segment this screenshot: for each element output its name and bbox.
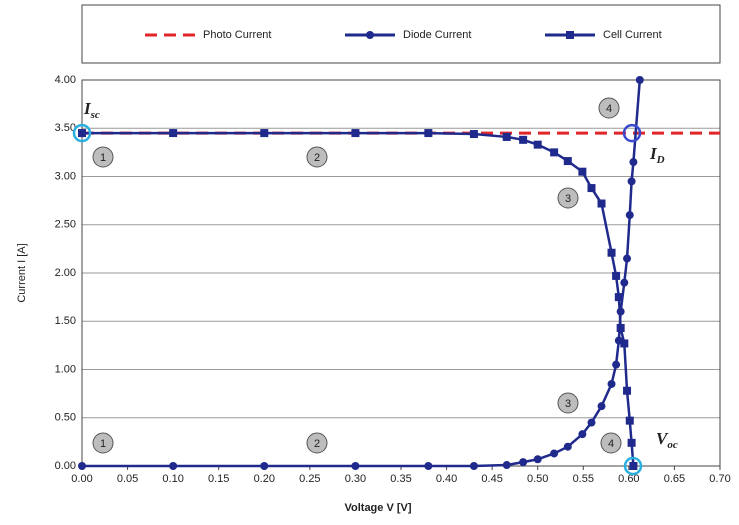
- x-tick-label: 0.25: [299, 473, 320, 485]
- y-tick-label: 2.00: [55, 267, 76, 279]
- annotation: Isc: [83, 99, 100, 121]
- point: [620, 279, 628, 287]
- x-tick-label: 0.60: [618, 473, 639, 485]
- point: [260, 462, 268, 470]
- region-label: 4: [608, 438, 614, 450]
- y-tick-label: 2.50: [55, 219, 76, 231]
- point: [587, 419, 595, 427]
- annotation-subscript: D: [656, 154, 665, 166]
- point: [470, 130, 478, 138]
- x-tick-label: 0.10: [162, 473, 183, 485]
- point: [628, 439, 636, 447]
- point: [169, 462, 177, 470]
- x-tick-label: 0.30: [345, 473, 366, 485]
- point: [578, 168, 586, 176]
- point: [636, 76, 644, 84]
- point: [351, 462, 359, 470]
- annotation-subscript: oc: [667, 439, 678, 451]
- y-tick-label: 0.50: [55, 412, 76, 424]
- x-tick-label: 0.40: [436, 473, 457, 485]
- x-tick-label: 0.70: [709, 473, 730, 485]
- point: [169, 129, 177, 137]
- point: [626, 417, 634, 425]
- region-label: 4: [606, 103, 612, 115]
- x-tick-label: 0.50: [527, 473, 548, 485]
- x-tick-label: 0.65: [664, 473, 685, 485]
- annotation: Voc: [656, 429, 678, 451]
- x-tick-label: 0.00: [71, 473, 92, 485]
- y-tick-label: 1.00: [55, 363, 76, 375]
- x-tick-label: 0.35: [390, 473, 411, 485]
- point: [629, 462, 637, 470]
- y-axis-label: Current I [A]: [16, 243, 28, 302]
- series-line: [82, 133, 633, 466]
- x-tick-label: 0.20: [254, 473, 275, 485]
- point: [564, 157, 572, 165]
- y-tick-label: 4.00: [55, 74, 76, 86]
- point: [617, 324, 625, 332]
- y-tick-label: 1.50: [55, 315, 76, 327]
- region-label: 2: [314, 438, 320, 450]
- point: [534, 455, 542, 463]
- legend-label: Diode Current: [403, 29, 471, 41]
- point: [598, 200, 606, 208]
- point: [623, 387, 631, 395]
- point: [519, 458, 527, 466]
- point: [78, 462, 86, 470]
- chart: Voltage V [V] Current I [A] 0.00 0.50 1.00…: [0, 0, 739, 520]
- y-tick-label: 3.00: [55, 170, 76, 182]
- point: [470, 462, 478, 470]
- point: [424, 462, 432, 470]
- point: [629, 158, 637, 166]
- point: [598, 402, 606, 410]
- point: [612, 272, 620, 280]
- point: [612, 361, 620, 369]
- point: [626, 211, 634, 219]
- point: [260, 129, 268, 137]
- point: [503, 461, 511, 469]
- point: [608, 380, 616, 388]
- point: [623, 255, 631, 263]
- point: [534, 141, 542, 149]
- region-label: 3: [565, 193, 571, 205]
- region-label: 1: [100, 438, 106, 450]
- x-tick-label: 0.45: [481, 473, 502, 485]
- point: [628, 177, 636, 185]
- region-label: 3: [565, 398, 571, 410]
- legend-marker: [366, 31, 374, 39]
- x-tick-label: 0.15: [208, 473, 229, 485]
- point: [587, 184, 595, 192]
- legend-marker: [566, 31, 574, 39]
- point: [519, 136, 527, 144]
- region-label: 2: [314, 152, 320, 164]
- point: [615, 293, 623, 301]
- annotation: ID: [649, 144, 665, 166]
- x-tick-label: 0.05: [117, 473, 138, 485]
- point: [503, 133, 511, 141]
- x-tick-label: 0.55: [573, 473, 594, 485]
- y-tick-label: 0.00: [55, 460, 76, 472]
- point: [564, 443, 572, 451]
- point: [550, 449, 558, 457]
- annotation-subscript: sc: [90, 109, 100, 121]
- point: [608, 249, 616, 257]
- point: [620, 339, 628, 347]
- region-label: 1: [100, 152, 106, 164]
- point: [424, 129, 432, 137]
- point: [578, 430, 586, 438]
- legend-label: Cell Current: [603, 29, 662, 41]
- point: [550, 148, 558, 156]
- point: [351, 129, 359, 137]
- legend-label: Photo Current: [203, 29, 271, 41]
- point: [78, 129, 86, 137]
- x-axis-label: Voltage V [V]: [344, 502, 411, 514]
